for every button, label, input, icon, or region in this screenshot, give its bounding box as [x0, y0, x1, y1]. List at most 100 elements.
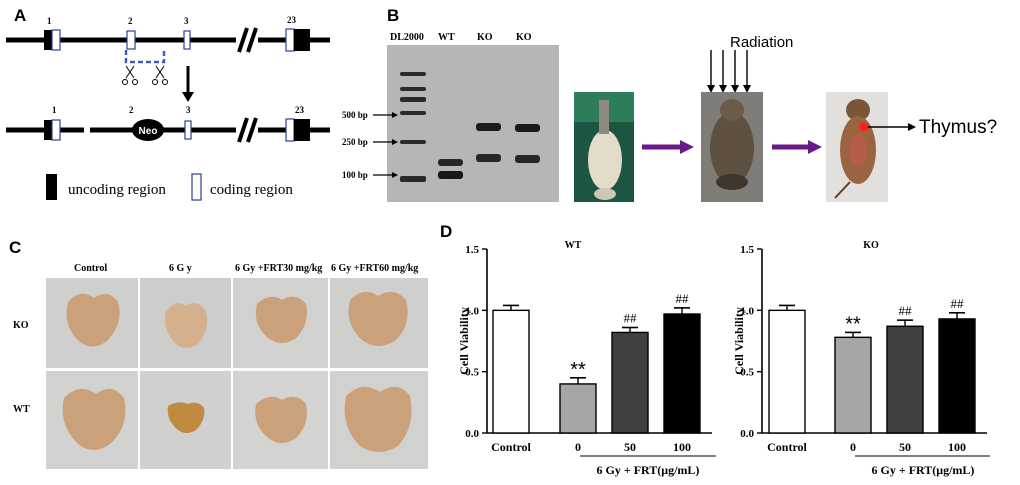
chart-wt-ylabel: Cell Viability	[457, 307, 471, 375]
chart-ko-xtick-label: 100	[948, 440, 966, 454]
row-label-ko: KO	[13, 320, 29, 331]
neo-cassette	[132, 119, 164, 141]
bottom-exon-1-num: 1	[52, 105, 57, 115]
panel-c-label: C	[9, 238, 22, 257]
panel-c-thymus-photos: Control 6 G y 6 Gy +FRT30 mg/kg 6 Gy +FR…	[13, 263, 428, 469]
chart-ko-bar	[886, 325, 924, 434]
top-exon-3-num: 3	[184, 16, 189, 26]
chart-wt-significance: ##	[624, 311, 638, 326]
chart-ko-bar	[938, 318, 976, 434]
thymus-label: Thymus?	[919, 117, 997, 138]
lane-label-ko-2: KO	[516, 32, 532, 43]
top-utr-left	[44, 30, 52, 50]
chart-ko-ytick-label: 1.0	[740, 305, 754, 317]
neo-label: Neo	[139, 126, 158, 137]
lane-label-wt: WT	[438, 32, 455, 43]
top-exon-23-num: 23	[287, 15, 297, 25]
chart-ko-xtick-label: 0	[850, 440, 856, 454]
thymus-wt-frt60	[344, 386, 412, 452]
chart-wt-ytick-label: 1.5	[465, 244, 479, 256]
chart-wt-xtick-label: 0	[575, 440, 581, 454]
chart-ko-ytick-label: 1.5	[740, 244, 754, 256]
lane-label-ko-1: KO	[477, 32, 493, 43]
panel-b-figure: DL2000 WT KO KO 500 bp 250 bp 100 bp Rad…	[342, 32, 997, 202]
chart-wt-xtick-label: 100	[673, 440, 691, 454]
ko1-band-lower	[476, 154, 501, 162]
bottom-utr-right	[294, 119, 310, 141]
mouse-photo-dissected	[826, 92, 888, 202]
chart-ko-xlabel: 6 Gy + FRT(μg/mL)	[872, 463, 975, 477]
col-label-control: Control	[74, 263, 107, 274]
thymus-ko-6gy	[165, 303, 207, 348]
row-label-wt: WT	[13, 404, 30, 415]
deletion-bracket	[124, 50, 166, 64]
chart-ko: KO Cell Viability 0.0 0.5 1.0 1.5 ** ## ## Co…	[732, 240, 990, 477]
chart-wt-xlabel: 6 Gy + FRT(μg/mL)	[597, 463, 700, 477]
chart-wt-xtick-label: Control	[491, 440, 531, 454]
chart-ko-significance: ##	[899, 303, 913, 318]
chart-ko-xtick-label: 50	[899, 440, 911, 454]
ko1-band-upper	[476, 123, 501, 131]
radiation-label: Radiation	[730, 34, 793, 51]
chart-ko-bar	[768, 309, 806, 434]
panel-d-charts: WT Cell Viability 0.0 0.5 1.0 1.5 ** ## ## Co…	[457, 240, 990, 477]
panel-a-gene-diagram: 1 2 3 23 Neo 1 2 3 23 uncoding region co…	[6, 15, 330, 201]
panel-d-label: D	[440, 222, 453, 241]
legend-uncoding-swatch	[46, 174, 57, 200]
chart-wt-bar	[492, 309, 530, 434]
legend-coding-swatch	[191, 173, 202, 201]
ko2-band-lower	[515, 155, 540, 163]
legend-uncoding-text: uncoding region	[68, 182, 166, 198]
top-break-mark-2	[246, 27, 258, 53]
legend-coding-text: coding region	[210, 182, 293, 198]
panel-a-label: A	[14, 6, 27, 25]
chart-wt-ytick-label: 1.0	[465, 305, 479, 317]
chart-ko-ylabel: Cell Viability	[732, 307, 746, 375]
thymus-wt-6gy	[167, 402, 205, 433]
chart-ko-significance: **	[845, 313, 861, 335]
chart-ko-significance: ##	[951, 296, 965, 311]
chart-wt-ytick-label: 0.5	[465, 367, 479, 379]
chart-wt: WT Cell Viability 0.0 0.5 1.0 1.5 ** ## ## Co…	[457, 240, 716, 477]
thymus-ko-frt30	[255, 296, 307, 343]
top-exon-23	[285, 28, 295, 52]
chart-wt-title: WT	[565, 240, 582, 251]
thymus-wt-frt30	[255, 396, 307, 443]
thymus-ko-control	[66, 293, 120, 347]
top-exon-1-num: 1	[47, 16, 52, 26]
marker-500: 500 bp	[342, 110, 368, 120]
col-label-frt30: 6 Gy +FRT30 mg/kg	[235, 263, 322, 274]
mouse-photo-radiation	[701, 92, 763, 202]
bottom-utr-left	[44, 120, 52, 140]
marker-100: 100 bp	[342, 170, 368, 180]
ko2-band-upper	[515, 124, 540, 132]
chart-ko-xtick-label: Control	[767, 440, 807, 454]
top-exon-1	[51, 29, 61, 51]
bottom-exon-3-num: 3	[186, 105, 191, 115]
chart-wt-ytick-label: 0.0	[465, 428, 479, 440]
chart-wt-bar	[611, 331, 649, 434]
col-label-frt60: 6 Gy +FRT60 mg/kg	[331, 263, 418, 274]
top-exon-2-num: 2	[128, 16, 133, 26]
radiation-arrows	[710, 50, 748, 85]
thymus-ko-frt60	[348, 291, 408, 346]
chart-wt-bar	[559, 383, 597, 434]
chart-ko-title: KO	[863, 240, 879, 251]
chart-wt-significance: **	[570, 359, 586, 381]
thymus-wt-control	[62, 388, 126, 450]
wt-band-lower	[438, 171, 463, 179]
lane-label-ladder: DL2000	[390, 32, 424, 43]
chart-wt-bar	[663, 313, 701, 434]
col-label-6gy: 6 G y	[169, 263, 192, 274]
bottom-exon-3	[184, 120, 192, 140]
chart-ko-ytick-label: 0.0	[740, 428, 754, 440]
chart-ko-bar	[834, 336, 872, 434]
chart-wt-significance: ##	[676, 291, 690, 306]
bottom-gap	[84, 126, 90, 134]
chart-wt-bars: ** ## ##	[492, 291, 701, 434]
bottom-exon-23	[285, 118, 295, 142]
chart-ko-bars: ** ## ##	[768, 296, 976, 434]
bottom-break-mark-2	[246, 117, 258, 143]
down-arrow-head	[182, 92, 194, 102]
top-exon-2	[126, 30, 136, 50]
